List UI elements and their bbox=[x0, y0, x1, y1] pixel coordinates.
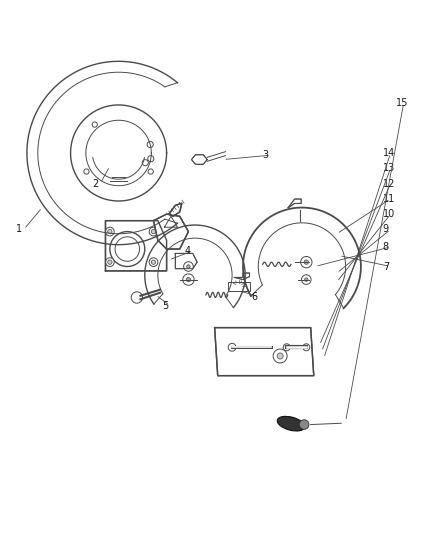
Text: 10: 10 bbox=[383, 209, 395, 219]
Circle shape bbox=[84, 169, 89, 174]
Polygon shape bbox=[215, 328, 314, 376]
Circle shape bbox=[228, 343, 236, 351]
Text: 11: 11 bbox=[383, 194, 395, 204]
Circle shape bbox=[304, 278, 308, 281]
Ellipse shape bbox=[277, 416, 305, 431]
Circle shape bbox=[186, 277, 191, 282]
Circle shape bbox=[108, 229, 112, 234]
Circle shape bbox=[277, 353, 283, 359]
Circle shape bbox=[183, 274, 194, 285]
Text: 13: 13 bbox=[383, 163, 395, 173]
Circle shape bbox=[148, 156, 154, 161]
Text: 2: 2 bbox=[92, 179, 99, 189]
Polygon shape bbox=[175, 253, 197, 269]
Circle shape bbox=[283, 344, 290, 351]
Circle shape bbox=[92, 122, 97, 127]
Text: 7: 7 bbox=[383, 262, 389, 271]
Circle shape bbox=[300, 256, 312, 268]
Circle shape bbox=[149, 227, 158, 236]
Circle shape bbox=[273, 349, 287, 363]
Circle shape bbox=[106, 258, 114, 266]
Circle shape bbox=[299, 420, 309, 430]
Polygon shape bbox=[234, 273, 250, 280]
Circle shape bbox=[147, 141, 153, 148]
Circle shape bbox=[151, 260, 155, 264]
Circle shape bbox=[131, 292, 143, 303]
Circle shape bbox=[184, 262, 193, 271]
Polygon shape bbox=[191, 155, 207, 164]
Circle shape bbox=[148, 169, 153, 174]
Circle shape bbox=[303, 344, 310, 351]
Text: 5: 5 bbox=[162, 301, 169, 311]
Text: 1: 1 bbox=[16, 224, 22, 235]
Text: 6: 6 bbox=[252, 292, 258, 302]
Circle shape bbox=[149, 258, 158, 266]
Bar bbox=[228, 282, 250, 290]
Text: 8: 8 bbox=[383, 242, 389, 252]
Circle shape bbox=[187, 265, 190, 268]
Circle shape bbox=[151, 229, 155, 234]
Circle shape bbox=[106, 227, 114, 236]
Text: 9: 9 bbox=[383, 224, 389, 235]
Text: 12: 12 bbox=[383, 179, 395, 189]
Text: 15: 15 bbox=[396, 98, 408, 108]
Circle shape bbox=[301, 275, 311, 285]
Text: 14: 14 bbox=[383, 148, 395, 158]
Circle shape bbox=[142, 159, 148, 166]
Circle shape bbox=[110, 231, 145, 266]
Polygon shape bbox=[106, 221, 166, 271]
Polygon shape bbox=[169, 203, 182, 216]
Polygon shape bbox=[153, 214, 188, 249]
Circle shape bbox=[115, 237, 140, 261]
Text: 4: 4 bbox=[184, 246, 190, 256]
Text: 3: 3 bbox=[263, 150, 269, 160]
Circle shape bbox=[304, 260, 308, 264]
Polygon shape bbox=[288, 199, 301, 208]
Circle shape bbox=[108, 260, 112, 264]
